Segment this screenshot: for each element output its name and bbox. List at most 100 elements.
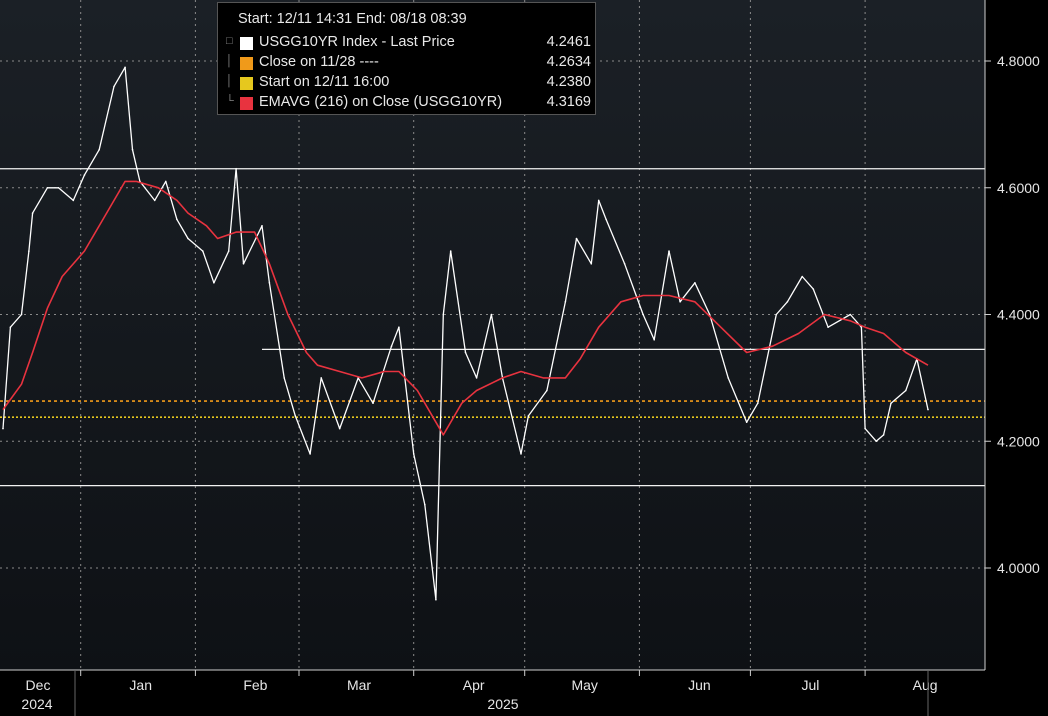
price-point [575, 237, 578, 240]
price-point [623, 263, 626, 265]
x-tick-label: Apr [463, 677, 485, 693]
price-point [2, 427, 4, 430]
price-point [527, 415, 530, 417]
legend-item-start[interactable]: │ Start on 12/11 16:00 4.2380 [226, 73, 591, 93]
price-point [745, 421, 748, 424]
price-point [849, 313, 852, 316]
price-point [827, 326, 829, 329]
price-point [124, 66, 126, 69]
y-tick-label: 4.4000 [997, 307, 1040, 323]
price-point [442, 313, 445, 316]
price-point [390, 345, 393, 348]
annotation-lines [0, 168, 985, 487]
tree-branch-icon: │ [226, 55, 233, 67]
price-point [890, 402, 892, 405]
x-tick-label: Jul [801, 677, 819, 693]
price-point [605, 218, 607, 221]
x-tick-label: May [571, 677, 597, 693]
price-point [860, 326, 863, 329]
ema-series-line [2, 180, 929, 436]
y-tick-label: 4.0000 [997, 560, 1040, 576]
x-tick-label: Jun [688, 677, 711, 693]
square-icon [240, 37, 253, 50]
x-tick-label: Feb [243, 677, 267, 693]
price-point [490, 313, 493, 316]
legend-header: Start: 12/11 14:31 End: 08/18 08:39 [238, 11, 467, 27]
price-point [320, 377, 323, 379]
price-point [213, 282, 215, 284]
price-point [242, 263, 245, 265]
legend-value: 4.2634 [546, 54, 591, 70]
price-point [775, 313, 778, 316]
price-point [927, 408, 929, 411]
price-point [435, 598, 437, 601]
x-tick-label: Aug [913, 677, 938, 693]
square-icon [240, 77, 253, 90]
price-point [113, 85, 115, 88]
price-point [449, 250, 452, 252]
price-point [309, 453, 311, 455]
legend-label: Close on 11/28 ---- [259, 54, 379, 70]
legend-item-close[interactable]: │ Close on 11/28 ---- 4.2634 [226, 53, 591, 73]
y-tick-label: 4.8000 [997, 53, 1040, 69]
price-point [98, 148, 100, 151]
legend-label: Start on 12/11 16:00 [259, 74, 390, 90]
price-point [338, 427, 341, 430]
legend-value: 4.2380 [546, 74, 591, 90]
price-point [882, 434, 885, 436]
price-point [905, 389, 907, 392]
price-point [187, 237, 189, 240]
legend-item-price[interactable]: □ USGG10YR Index - Last Price 4.2461 [226, 33, 591, 53]
price-point [261, 225, 263, 227]
price-point [131, 148, 134, 151]
price-point [235, 167, 237, 170]
reference-lines [0, 400, 985, 418]
price-point [727, 377, 729, 379]
price-point [642, 313, 644, 316]
price-point [564, 301, 567, 303]
tree-branch-icon: │ [226, 75, 233, 87]
x-tick-label: Jan [129, 677, 152, 693]
y-tick-label: 4.6000 [997, 180, 1040, 196]
square-icon [240, 57, 253, 70]
series-lines [2, 66, 929, 601]
x-tick-label: Dec [26, 677, 51, 693]
legend-label: USGG10YR Index - Last Price [259, 34, 455, 50]
price-point [786, 301, 789, 303]
price-point [31, 212, 34, 214]
price-point [283, 377, 286, 379]
price-point [757, 402, 759, 405]
price-point [424, 503, 426, 506]
price-point [464, 351, 467, 354]
price-point [475, 377, 478, 379]
price-point [597, 199, 600, 202]
legend-value: 4.2461 [546, 34, 591, 50]
price-point [46, 187, 49, 189]
price-point [227, 250, 230, 252]
year-label: 2025 [487, 696, 518, 712]
price-point [875, 440, 877, 443]
price-point [20, 313, 23, 316]
legend-item-ema[interactable]: └ EMAVG (216) on Close (USGG10YR) 4.3169 [226, 93, 591, 113]
price-point [153, 199, 156, 202]
legend-value: 4.3169 [546, 94, 591, 110]
price-point [520, 453, 522, 455]
price-point [372, 402, 374, 405]
legend-label: EMAVG (216) on Close (USGG10YR) [259, 94, 503, 110]
y-tick-label: 4.2000 [997, 433, 1040, 449]
price-point [72, 199, 75, 202]
price-point [864, 427, 866, 430]
price-point [668, 250, 670, 252]
square-icon [240, 97, 253, 110]
tree-branch-icon: └ [226, 95, 234, 107]
price-point [83, 174, 86, 176]
price-point [28, 250, 30, 252]
price-point [679, 301, 681, 303]
price-point [268, 282, 271, 284]
price-point [590, 263, 593, 265]
price-point [165, 180, 167, 183]
price-point [294, 415, 297, 417]
legend: Start: 12/11 14:31 End: 08/18 08:39 □ US… [217, 2, 596, 115]
